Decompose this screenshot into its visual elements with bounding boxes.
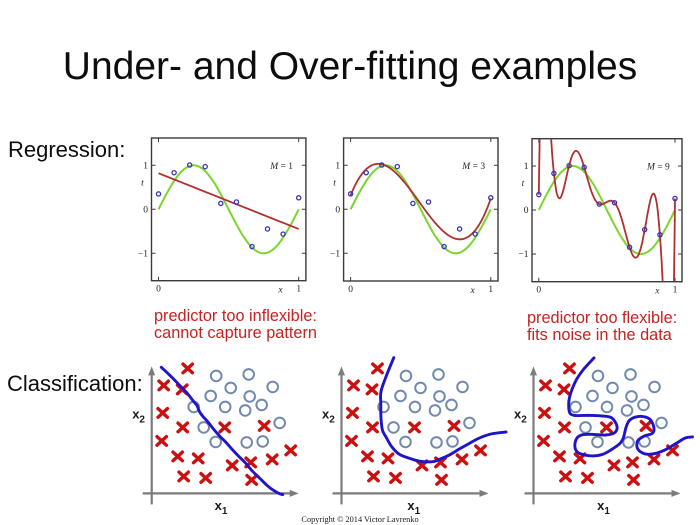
- svg-text:x2: x2: [132, 406, 145, 425]
- svg-text:x2: x2: [322, 406, 335, 425]
- svg-text:t: t: [522, 179, 525, 189]
- svg-text:M = 9: M = 9: [646, 163, 670, 173]
- svg-text:0: 0: [156, 285, 161, 295]
- svg-text:1: 1: [143, 161, 148, 171]
- svg-text:1: 1: [335, 161, 340, 171]
- svg-text:x1: x1: [215, 498, 228, 517]
- svg-text:M = 1: M = 1: [269, 162, 293, 172]
- svg-text:−1: −1: [330, 249, 340, 259]
- svg-text:−1: −1: [138, 249, 148, 259]
- svg-text:−1: −1: [518, 250, 528, 260]
- svg-text:1: 1: [296, 285, 301, 295]
- svg-text:x1: x1: [597, 498, 610, 517]
- svg-text:0: 0: [335, 205, 340, 215]
- svg-text:x1: x1: [407, 498, 420, 517]
- svg-text:x: x: [654, 287, 660, 297]
- svg-text:t: t: [141, 179, 144, 189]
- svg-text:x: x: [277, 286, 283, 296]
- svg-text:0: 0: [143, 205, 148, 215]
- svg-text:M = 3: M = 3: [461, 162, 485, 172]
- svg-text:x2: x2: [514, 406, 527, 425]
- svg-text:t: t: [333, 179, 336, 189]
- svg-text:0: 0: [524, 206, 529, 216]
- svg-text:x: x: [469, 286, 475, 296]
- svg-text:0: 0: [536, 286, 541, 296]
- svg-text:1: 1: [673, 286, 678, 296]
- svg-text:0: 0: [348, 285, 353, 295]
- svg-text:1: 1: [488, 285, 493, 295]
- svg-text:1: 1: [524, 162, 529, 172]
